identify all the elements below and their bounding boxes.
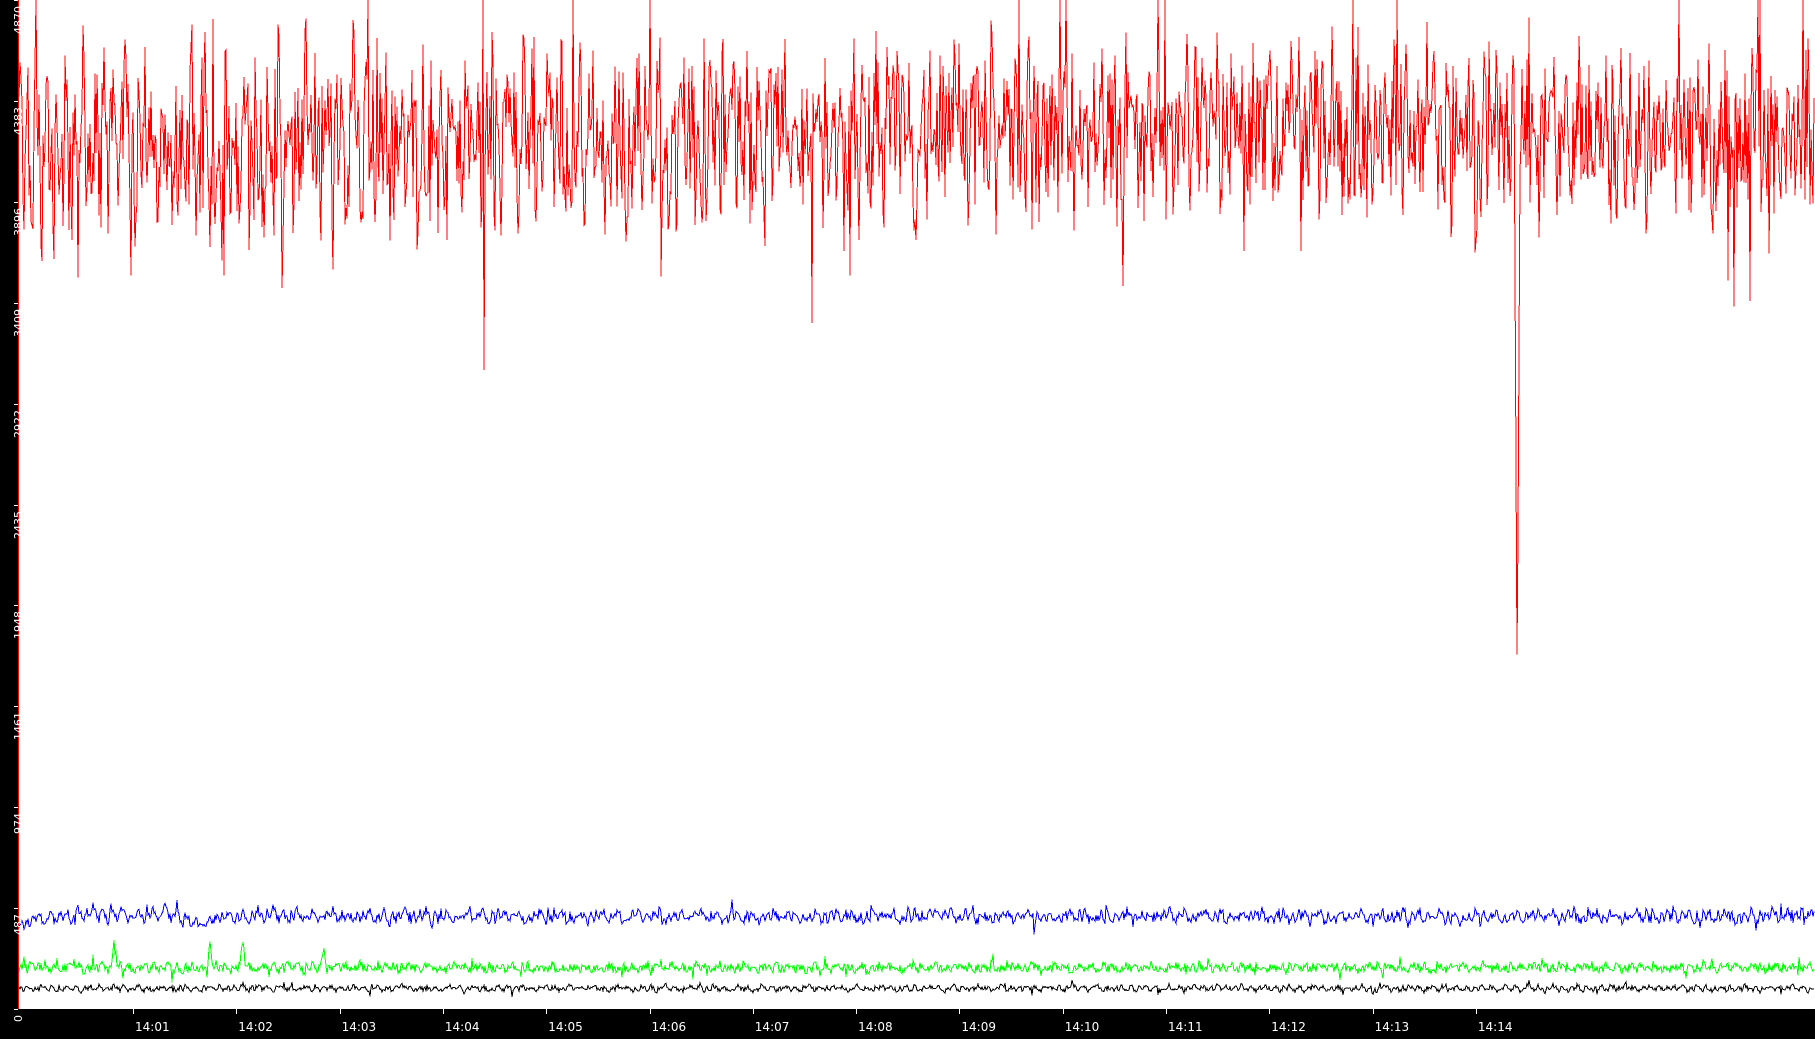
x-tick-label: 14:11 (1168, 1020, 1203, 1034)
plot-area (18, 0, 1815, 1009)
plot-svg (18, 0, 1815, 1009)
x-tick-label: 14:10 (1064, 1020, 1100, 1034)
x-tick-label: 14:14 (1477, 1020, 1513, 1034)
y-axis (0, 0, 18, 1039)
x-tick-label: 14:07 (754, 1020, 790, 1034)
x-tick-label: 14:03 (341, 1020, 377, 1034)
x-tick-mark (442, 1009, 444, 1014)
x-tick-label: 14:04 (444, 1020, 480, 1034)
y-tick-mark (14, 201, 18, 203)
y-tick-label: 2922 (12, 409, 25, 438)
x-tick-mark (236, 1009, 238, 1014)
x-tick-label: 14:09 (961, 1020, 996, 1034)
y-tick-mark (14, 706, 18, 708)
x-tick-mark (1269, 1009, 1271, 1014)
y-tick-label: 3896 (12, 207, 25, 236)
y-tick-label: 1461 (12, 712, 25, 741)
left-edge-rule (18, 0, 19, 1009)
x-tick-label: 14:01 (135, 1020, 170, 1034)
x-tick-mark (1372, 1009, 1374, 1014)
y-tick-label: 487 (12, 914, 25, 936)
y-tick-label: 4383 (12, 106, 25, 135)
x-tick-mark (339, 1009, 341, 1014)
y-tick-label: 1948 (12, 611, 25, 640)
x-tick-mark (856, 1009, 858, 1014)
trace-group (18, 0, 1814, 997)
y-tick-label: 3409 (12, 308, 25, 337)
x-tick-label: 14:05 (548, 1020, 583, 1034)
x-tick-label: 14:08 (858, 1020, 893, 1034)
x-axis (0, 1009, 1815, 1039)
x-tick-mark (959, 1009, 961, 1014)
trace-red (18, 0, 1814, 654)
y-tick-mark (14, 908, 18, 910)
y-tick-mark (14, 504, 18, 506)
x-tick-mark (1166, 1009, 1167, 1014)
y-tick-mark (14, 1009, 18, 1010)
y-tick-mark (14, 100, 18, 102)
y-tick-label: 4870 (12, 6, 25, 34)
plot-background (18, 0, 1815, 1009)
y-tick-label: 2435 (12, 510, 25, 539)
trace-blue (18, 900, 1814, 935)
y-tick-label: 974 (12, 813, 25, 835)
x-tick-label: 14:12 (1271, 1020, 1306, 1034)
x-tick-mark (649, 1009, 651, 1014)
x-tick-label: 14:13 (1374, 1020, 1410, 1034)
y-tick-label: 0 (12, 1015, 25, 1022)
y-tick-mark (14, 0, 18, 1)
x-tick-mark (133, 1009, 134, 1014)
trace-green (18, 940, 1814, 982)
y-tick-mark (14, 302, 18, 304)
y-tick-mark (14, 605, 18, 607)
x-tick-mark (1475, 1009, 1477, 1014)
x-tick-mark (546, 1009, 548, 1014)
trace-black (18, 980, 1814, 997)
x-tick-label: 14:06 (651, 1020, 687, 1034)
y-tick-mark (14, 403, 18, 405)
x-tick-mark (1062, 1009, 1064, 1014)
x-tick-label: 14:02 (238, 1020, 273, 1034)
x-tick-mark (752, 1009, 754, 1014)
y-tick-mark (14, 807, 18, 809)
